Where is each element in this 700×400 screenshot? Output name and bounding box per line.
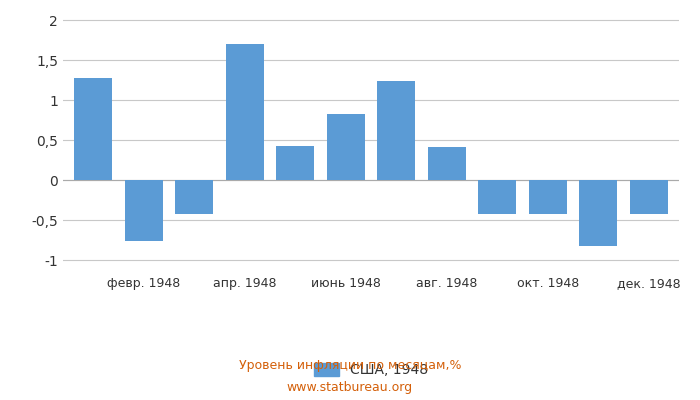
Bar	[580, 180, 617, 246]
Bar	[276, 146, 314, 180]
Bar	[630, 180, 668, 214]
Bar	[377, 81, 415, 180]
Bar	[428, 147, 466, 180]
Legend: США, 1948: США, 1948	[308, 358, 434, 383]
Bar	[125, 180, 162, 241]
Bar	[528, 180, 567, 214]
Bar	[175, 180, 214, 214]
Text: www.statbureau.org: www.statbureau.org	[287, 382, 413, 394]
Bar	[74, 78, 112, 180]
Text: Уровень инфляции по месяцам,%: Уровень инфляции по месяцам,%	[239, 360, 461, 372]
Bar	[478, 180, 516, 214]
Bar	[327, 114, 365, 180]
Bar	[226, 44, 264, 180]
